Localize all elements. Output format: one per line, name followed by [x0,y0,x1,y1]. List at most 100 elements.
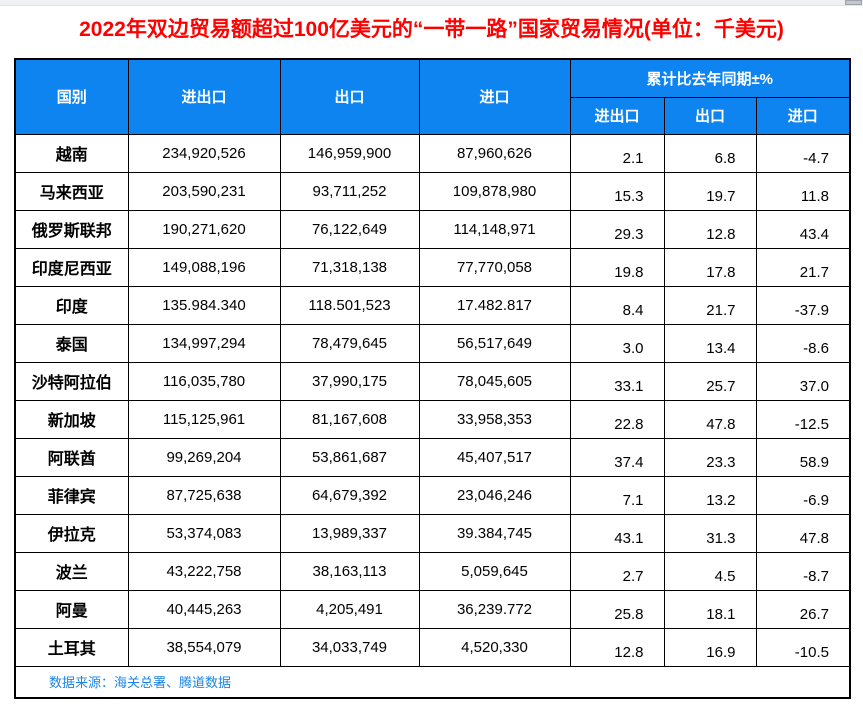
cell-total: 134,997,294 [127,323,281,363]
cell-total: 116,035,780 [127,361,281,401]
cell-total: 115,125,961 [127,399,281,439]
cell-yoy-total: 15.3 [569,171,665,211]
cell-total: 43,222,758 [127,551,281,591]
table-header: 国别 进出口 出口 进口 累计比去年同期±% 进出口 出口 进口 [14,58,851,135]
cell-total: 135.984.340 [127,285,281,325]
cell-country: 印度尼西亚 [14,247,129,287]
cell-country: 伊拉克 [14,513,129,553]
table-body: 越南 234,920,526 146,959,900 87,960,626 2.1 6.8… [14,133,851,667]
horizontal-scrollbar[interactable] [0,0,863,6]
table-row: 沙特阿拉伯 116,035,780 37,990,175 78,045,605 33.1… [14,361,851,401]
cell-yoy-import: -37.9 [755,285,851,325]
cell-yoy-total: 8.4 [569,285,665,325]
cell-export: 76,122,649 [279,209,420,249]
cell-import: 17.482.817 [418,285,571,325]
cell-import: 5,059,645 [418,551,571,591]
cell-yoy-import: -4.7 [755,133,851,173]
cell-country: 阿曼 [14,589,129,629]
table-row: 伊拉克 53,374,083 13,989,337 39.384,745 43.1 31.… [14,513,851,553]
table-row: 印度尼西亚 149,088,196 71,318,138 77,770,058 19.8… [14,247,851,287]
table-row: 越南 234,920,526 146,959,900 87,960,626 2.1 6.8… [14,133,851,173]
cell-import: 36,239.772 [418,589,571,629]
cell-country: 新加坡 [14,399,129,439]
col-header-export: 出口 [279,58,420,135]
cell-country: 沙特阿拉伯 [14,361,129,401]
cell-yoy-export: 21.7 [663,285,757,325]
cell-yoy-total: 37.4 [569,437,665,477]
cell-yoy-total: 2.7 [569,551,665,591]
col-header-yoy-total: 进出口 [569,96,665,135]
cell-import: 56,517,649 [418,323,571,363]
table-row: 泰国 134,997,294 78,479,645 56,517,649 3.0 13.4… [14,323,851,363]
cell-yoy-import: 43.4 [755,209,851,249]
table-row: 印度 135.984.340 118.501,523 17.482.817 8.4 21.… [14,285,851,325]
cell-export: 78,479,645 [279,323,420,363]
cell-yoy-import: 58.9 [755,437,851,477]
col-header-country: 国别 [14,58,129,135]
cell-total: 40,445,263 [127,589,281,629]
cell-yoy-total: 22.8 [569,399,665,439]
table-row: 新加坡 115,125,961 81,167,608 33,958,353 22.8 47… [14,399,851,439]
cell-yoy-import: -12.5 [755,399,851,439]
cell-import: 45,407,517 [418,437,571,477]
cell-export: 38,163,113 [279,551,420,591]
cell-yoy-export: 6.8 [663,133,757,173]
cell-import: 78,045,605 [418,361,571,401]
cell-yoy-import: 21.7 [755,247,851,287]
col-header-yoy-import: 进口 [755,96,851,135]
cell-yoy-export: 13.4 [663,323,757,363]
table-row: 菲律宾 87,725,638 64,679,392 23,046,246 7.1 13.2… [14,475,851,515]
cell-yoy-export: 12.8 [663,209,757,249]
cell-yoy-import: 26.7 [755,589,851,629]
table-row: 阿联酋 99,269,204 53,861,687 45,407,517 37.4 23.… [14,437,851,477]
cell-export: 53,861,687 [279,437,420,477]
cell-country: 印度 [14,285,129,325]
cell-yoy-total: 7.1 [569,475,665,515]
cell-country: 泰国 [14,323,129,363]
cell-country: 越南 [14,133,129,173]
cell-yoy-total: 29.3 [569,209,665,249]
cell-yoy-export: 31.3 [663,513,757,553]
cell-import: 114,148,971 [418,209,571,249]
cell-yoy-import: 11.8 [755,171,851,211]
cell-total: 53,374,083 [127,513,281,553]
cell-yoy-total: 2.1 [569,133,665,173]
scrollbar-thumb[interactable] [845,0,862,5]
col-header-yoy-export: 出口 [663,96,757,135]
cell-yoy-total: 33.1 [569,361,665,401]
cell-export: 34,033,749 [279,627,420,667]
trade-table: 国别 进出口 出口 进口 累计比去年同期±% 进出口 出口 进口 越南 234,9… [14,58,851,699]
cell-export: 4,205,491 [279,589,420,629]
table-row: 阿曼 40,445,263 4,205,491 36,239.772 25.8 18.1 2… [14,589,851,629]
cell-yoy-export: 13.2 [663,475,757,515]
cell-yoy-export: 23.3 [663,437,757,477]
cell-total: 203,590,231 [127,171,281,211]
cell-yoy-export: 16.9 [663,627,757,667]
cell-yoy-total: 12.8 [569,627,665,667]
cell-import: 77,770,058 [418,247,571,287]
table-row: 俄罗斯联邦 190,271,620 76,122,649 114,148,971 29.… [14,209,851,249]
cell-total: 99,269,204 [127,437,281,477]
cell-yoy-total: 3.0 [569,323,665,363]
cell-export: 146,959,900 [279,133,420,173]
cell-yoy-import: 37.0 [755,361,851,401]
cell-import: 39.384,745 [418,513,571,553]
cell-yoy-export: 19.7 [663,171,757,211]
cell-export: 37,990,175 [279,361,420,401]
cell-total: 38,554,079 [127,627,281,667]
cell-export: 118.501,523 [279,285,420,325]
cell-country: 俄罗斯联邦 [14,209,129,249]
cell-yoy-export: 18.1 [663,589,757,629]
col-header-yoy-group: 累计比去年同期±% [569,58,851,98]
col-header-total: 进出口 [127,58,281,135]
cell-export: 93,711,252 [279,171,420,211]
table-footer: 数据来源：海关总署、腾道数据 [14,665,851,699]
cell-export: 81,167,608 [279,399,420,439]
cell-yoy-import: -10.5 [755,627,851,667]
cell-total: 234,920,526 [127,133,281,173]
table-row: 马来西亚 203,590,231 93,711,252 109,878,980 15.3… [14,171,851,211]
col-header-import: 进口 [418,58,571,135]
cell-import: 87,960,626 [418,133,571,173]
cell-yoy-export: 17.8 [663,247,757,287]
cell-import: 4,520,330 [418,627,571,667]
